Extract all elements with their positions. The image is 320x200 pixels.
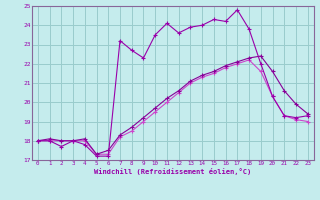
X-axis label: Windchill (Refroidissement éolien,°C): Windchill (Refroidissement éolien,°C) — [94, 168, 252, 175]
